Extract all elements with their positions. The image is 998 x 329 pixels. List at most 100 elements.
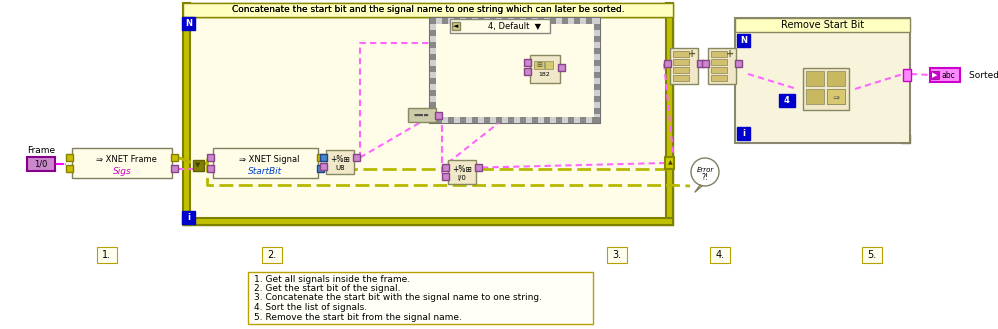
Bar (532, 117, 538, 123)
Bar (803, 68, 849, 110)
Bar (502, 18, 508, 24)
Bar (514, 18, 520, 24)
Bar (484, 18, 490, 24)
Bar (737, 127, 750, 140)
Bar (213, 148, 318, 178)
Circle shape (691, 158, 719, 186)
Text: 1. Get all signals inside the frame.: 1. Get all signals inside the frame. (254, 274, 410, 284)
Bar (594, 18, 600, 24)
Bar (556, 18, 562, 24)
Bar (66, 154, 73, 161)
Bar (735, 18, 910, 143)
Text: StartBit: StartBit (249, 166, 282, 175)
Bar (430, 117, 436, 123)
Bar (514, 117, 520, 123)
Bar (666, 3, 673, 225)
Bar (586, 117, 592, 123)
Text: Error: Error (697, 167, 714, 173)
Bar (530, 55, 560, 83)
Bar (594, 114, 600, 120)
Bar (594, 18, 600, 24)
Bar (430, 96, 436, 102)
Bar (466, 117, 472, 123)
Bar (430, 18, 600, 123)
Bar (538, 18, 544, 24)
Bar (496, 117, 502, 123)
Text: 5.: 5. (867, 250, 876, 260)
Bar (562, 18, 568, 24)
Bar (903, 69, 911, 81)
Bar (862, 247, 882, 263)
Bar (592, 117, 598, 123)
Bar (430, 78, 436, 84)
Bar (430, 48, 436, 54)
Bar (526, 18, 532, 24)
Bar (550, 18, 556, 24)
Bar (478, 117, 484, 123)
Bar (430, 24, 436, 30)
Bar (594, 102, 600, 108)
Bar (430, 30, 436, 36)
Text: 2.: 2. (267, 250, 276, 260)
Bar (435, 112, 442, 119)
Bar (183, 3, 673, 17)
Bar (508, 18, 514, 24)
Bar (673, 59, 689, 65)
Bar (66, 165, 73, 172)
Bar (430, 18, 436, 24)
Bar (594, 30, 600, 36)
Bar (207, 165, 214, 172)
Bar (806, 71, 824, 86)
Bar (711, 75, 727, 81)
Text: Concatenate the start bit and the signal name to one string which can later be s: Concatenate the start bit and the signal… (232, 6, 625, 14)
Bar (182, 211, 195, 224)
Bar (594, 24, 600, 30)
Bar (436, 117, 442, 123)
Text: ▲: ▲ (668, 161, 673, 165)
Bar (430, 36, 436, 42)
Text: Sorted CAN Signals: Sorted CAN Signals (969, 70, 998, 80)
Bar (490, 18, 496, 24)
Bar (562, 117, 568, 123)
Text: 4, Default  ▼: 4, Default ▼ (488, 21, 542, 31)
Text: ◄: ◄ (453, 23, 459, 29)
Text: 3. Concatenate the start bit with the signal name to one string.: 3. Concatenate the start bit with the si… (254, 293, 542, 302)
Text: Remove Start Bit: Remove Start Bit (781, 20, 864, 30)
Text: 4. Sort the list of signals.: 4. Sort the list of signals. (254, 303, 367, 312)
Bar (436, 24, 594, 117)
Bar (520, 18, 526, 24)
Bar (673, 67, 689, 73)
Bar (430, 66, 436, 72)
Text: N: N (740, 36, 747, 45)
Bar (580, 117, 586, 123)
Bar (317, 154, 324, 161)
Bar (317, 165, 324, 172)
Bar (586, 18, 592, 24)
Bar (711, 67, 727, 73)
Bar (534, 61, 544, 69)
Bar (27, 157, 55, 171)
Bar (568, 117, 574, 123)
Bar (827, 89, 845, 104)
Bar (454, 18, 460, 24)
Bar (526, 117, 532, 123)
Bar (430, 72, 436, 78)
Bar (460, 18, 466, 24)
Text: Sigs: Sigs (113, 166, 132, 175)
Text: +%⊞: +%⊞ (330, 155, 350, 164)
Bar (326, 150, 354, 174)
Text: ▬▬▬: ▬▬▬ (413, 113, 429, 117)
Bar (436, 18, 442, 24)
Bar (594, 66, 600, 72)
Bar (182, 17, 195, 30)
Bar (430, 117, 436, 123)
Bar (262, 247, 282, 263)
Bar (183, 3, 673, 17)
Bar (710, 247, 730, 263)
Bar (594, 108, 600, 114)
Bar (171, 165, 178, 172)
Bar (430, 114, 436, 120)
Bar (594, 72, 600, 78)
Text: +: + (688, 49, 696, 59)
Text: ⇒ XNET Signal: ⇒ XNET Signal (240, 155, 299, 164)
